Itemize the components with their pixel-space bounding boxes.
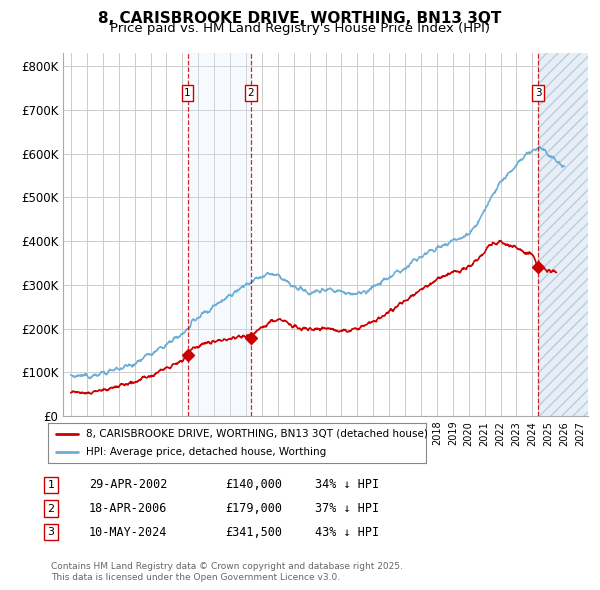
Text: 3: 3 (47, 527, 55, 537)
Text: 2: 2 (247, 88, 254, 98)
Text: 2: 2 (47, 504, 55, 513)
Text: 8, CARISBROOKE DRIVE, WORTHING, BN13 3QT (detached house): 8, CARISBROOKE DRIVE, WORTHING, BN13 3QT… (86, 429, 428, 439)
Text: 3: 3 (535, 88, 542, 98)
Bar (188, 53, 251, 416)
Text: £341,500: £341,500 (225, 526, 282, 539)
Text: 43% ↓ HPI: 43% ↓ HPI (315, 526, 379, 539)
Text: Price paid vs. HM Land Registry's House Price Index (HPI): Price paid vs. HM Land Registry's House … (110, 22, 490, 35)
Text: 29-APR-2002: 29-APR-2002 (89, 478, 167, 491)
Text: 34% ↓ HPI: 34% ↓ HPI (315, 478, 379, 491)
Bar (538, 44, 588, 416)
Text: HPI: Average price, detached house, Worthing: HPI: Average price, detached house, Wort… (86, 447, 326, 457)
Text: 10-MAY-2024: 10-MAY-2024 (89, 526, 167, 539)
Text: 18-APR-2006: 18-APR-2006 (89, 502, 167, 515)
Text: £140,000: £140,000 (225, 478, 282, 491)
Text: £179,000: £179,000 (225, 502, 282, 515)
Text: Contains HM Land Registry data © Crown copyright and database right 2025.
This d: Contains HM Land Registry data © Crown c… (51, 562, 403, 582)
Text: 8, CARISBROOKE DRIVE, WORTHING, BN13 3QT: 8, CARISBROOKE DRIVE, WORTHING, BN13 3QT (98, 11, 502, 25)
Text: 37% ↓ HPI: 37% ↓ HPI (315, 502, 379, 515)
Text: 1: 1 (184, 88, 191, 98)
Text: 1: 1 (47, 480, 55, 490)
